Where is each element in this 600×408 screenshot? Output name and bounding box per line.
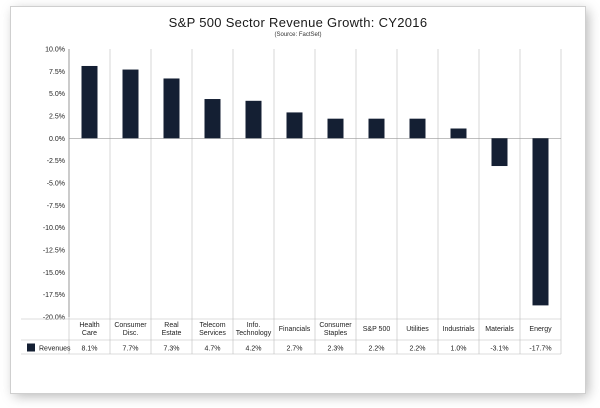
bar (409, 118, 426, 139)
bar-chart: 10.0% 7.5% 5.0% 2.5% 0.0% -2.5% -5.0% -7.5% -10.… (21, 47, 562, 355)
category-label: Materials (485, 326, 514, 333)
legend-label: Revenues (39, 346, 71, 353)
y-tick-label: 0.0% (49, 136, 65, 143)
category-label: Staples (324, 330, 348, 337)
category-label: S&P 500 (363, 326, 391, 333)
bar (245, 100, 262, 139)
y-tick-label: 10.0% (45, 47, 65, 54)
y-tick-label: -15.0% (43, 270, 65, 277)
bar (532, 138, 549, 306)
data-label: 7.7% (123, 346, 139, 353)
data-label: 2.2% (369, 346, 385, 353)
data-label: 4.7% (205, 346, 221, 353)
data-label: -17.7% (529, 346, 551, 353)
data-label: -3.1% (490, 346, 508, 353)
category-label: Care (82, 330, 97, 337)
bar (286, 112, 303, 139)
category-label: Consumer (114, 322, 147, 329)
category-label: Industrials (443, 326, 475, 333)
category-label: Disc. (123, 330, 139, 337)
y-tick-label: -10.0% (43, 225, 65, 232)
category-label: Energy (529, 326, 552, 333)
legend-swatch (27, 343, 35, 352)
chart-subtitle: (Source: FactSet) (274, 32, 322, 38)
chart-title: S&P 500 Sector Revenue Growth: CY2016 (168, 15, 428, 30)
category-label: Technology (236, 330, 272, 337)
data-label: 2.7% (287, 346, 303, 353)
y-tick-label: 7.5% (49, 69, 65, 76)
category-label: Utilities (406, 326, 429, 333)
y-tick-label: -2.5% (47, 158, 65, 165)
y-tick-label: -5.0% (47, 181, 65, 188)
bar (204, 99, 221, 139)
data-label: 4.2% (246, 346, 262, 353)
chart-card: S&P 500 Sector Revenue Growth: CY2016 (S… (10, 6, 586, 394)
category-label: Services (199, 330, 226, 337)
bar (368, 118, 385, 139)
bar (122, 69, 139, 139)
category-label: Estate (162, 330, 182, 337)
bar (491, 138, 508, 167)
y-tick-label: -12.5% (43, 248, 65, 255)
data-label: 1.0% (451, 346, 467, 353)
y-tick-label: -7.5% (47, 203, 65, 210)
data-label: 8.1% (82, 346, 98, 353)
category-label: Consumer (319, 322, 352, 329)
y-tick-label: 5.0% (49, 91, 65, 98)
y-tick-label: -17.5% (43, 292, 65, 299)
bar (450, 128, 467, 139)
y-tick-label: 2.5% (49, 114, 65, 121)
category-label: Health (79, 322, 99, 329)
data-label: 7.3% (164, 346, 180, 353)
data-label: 2.3% (328, 346, 344, 353)
category-label: Financials (279, 326, 311, 333)
bar (327, 118, 344, 139)
data-label: 2.2% (410, 346, 426, 353)
category-label: Telecom (199, 322, 225, 329)
category-label: Real (164, 322, 179, 329)
bar (81, 65, 98, 139)
category-label: Info. (247, 322, 261, 329)
bar (163, 78, 180, 139)
y-tick-label: -20.0% (43, 315, 65, 322)
